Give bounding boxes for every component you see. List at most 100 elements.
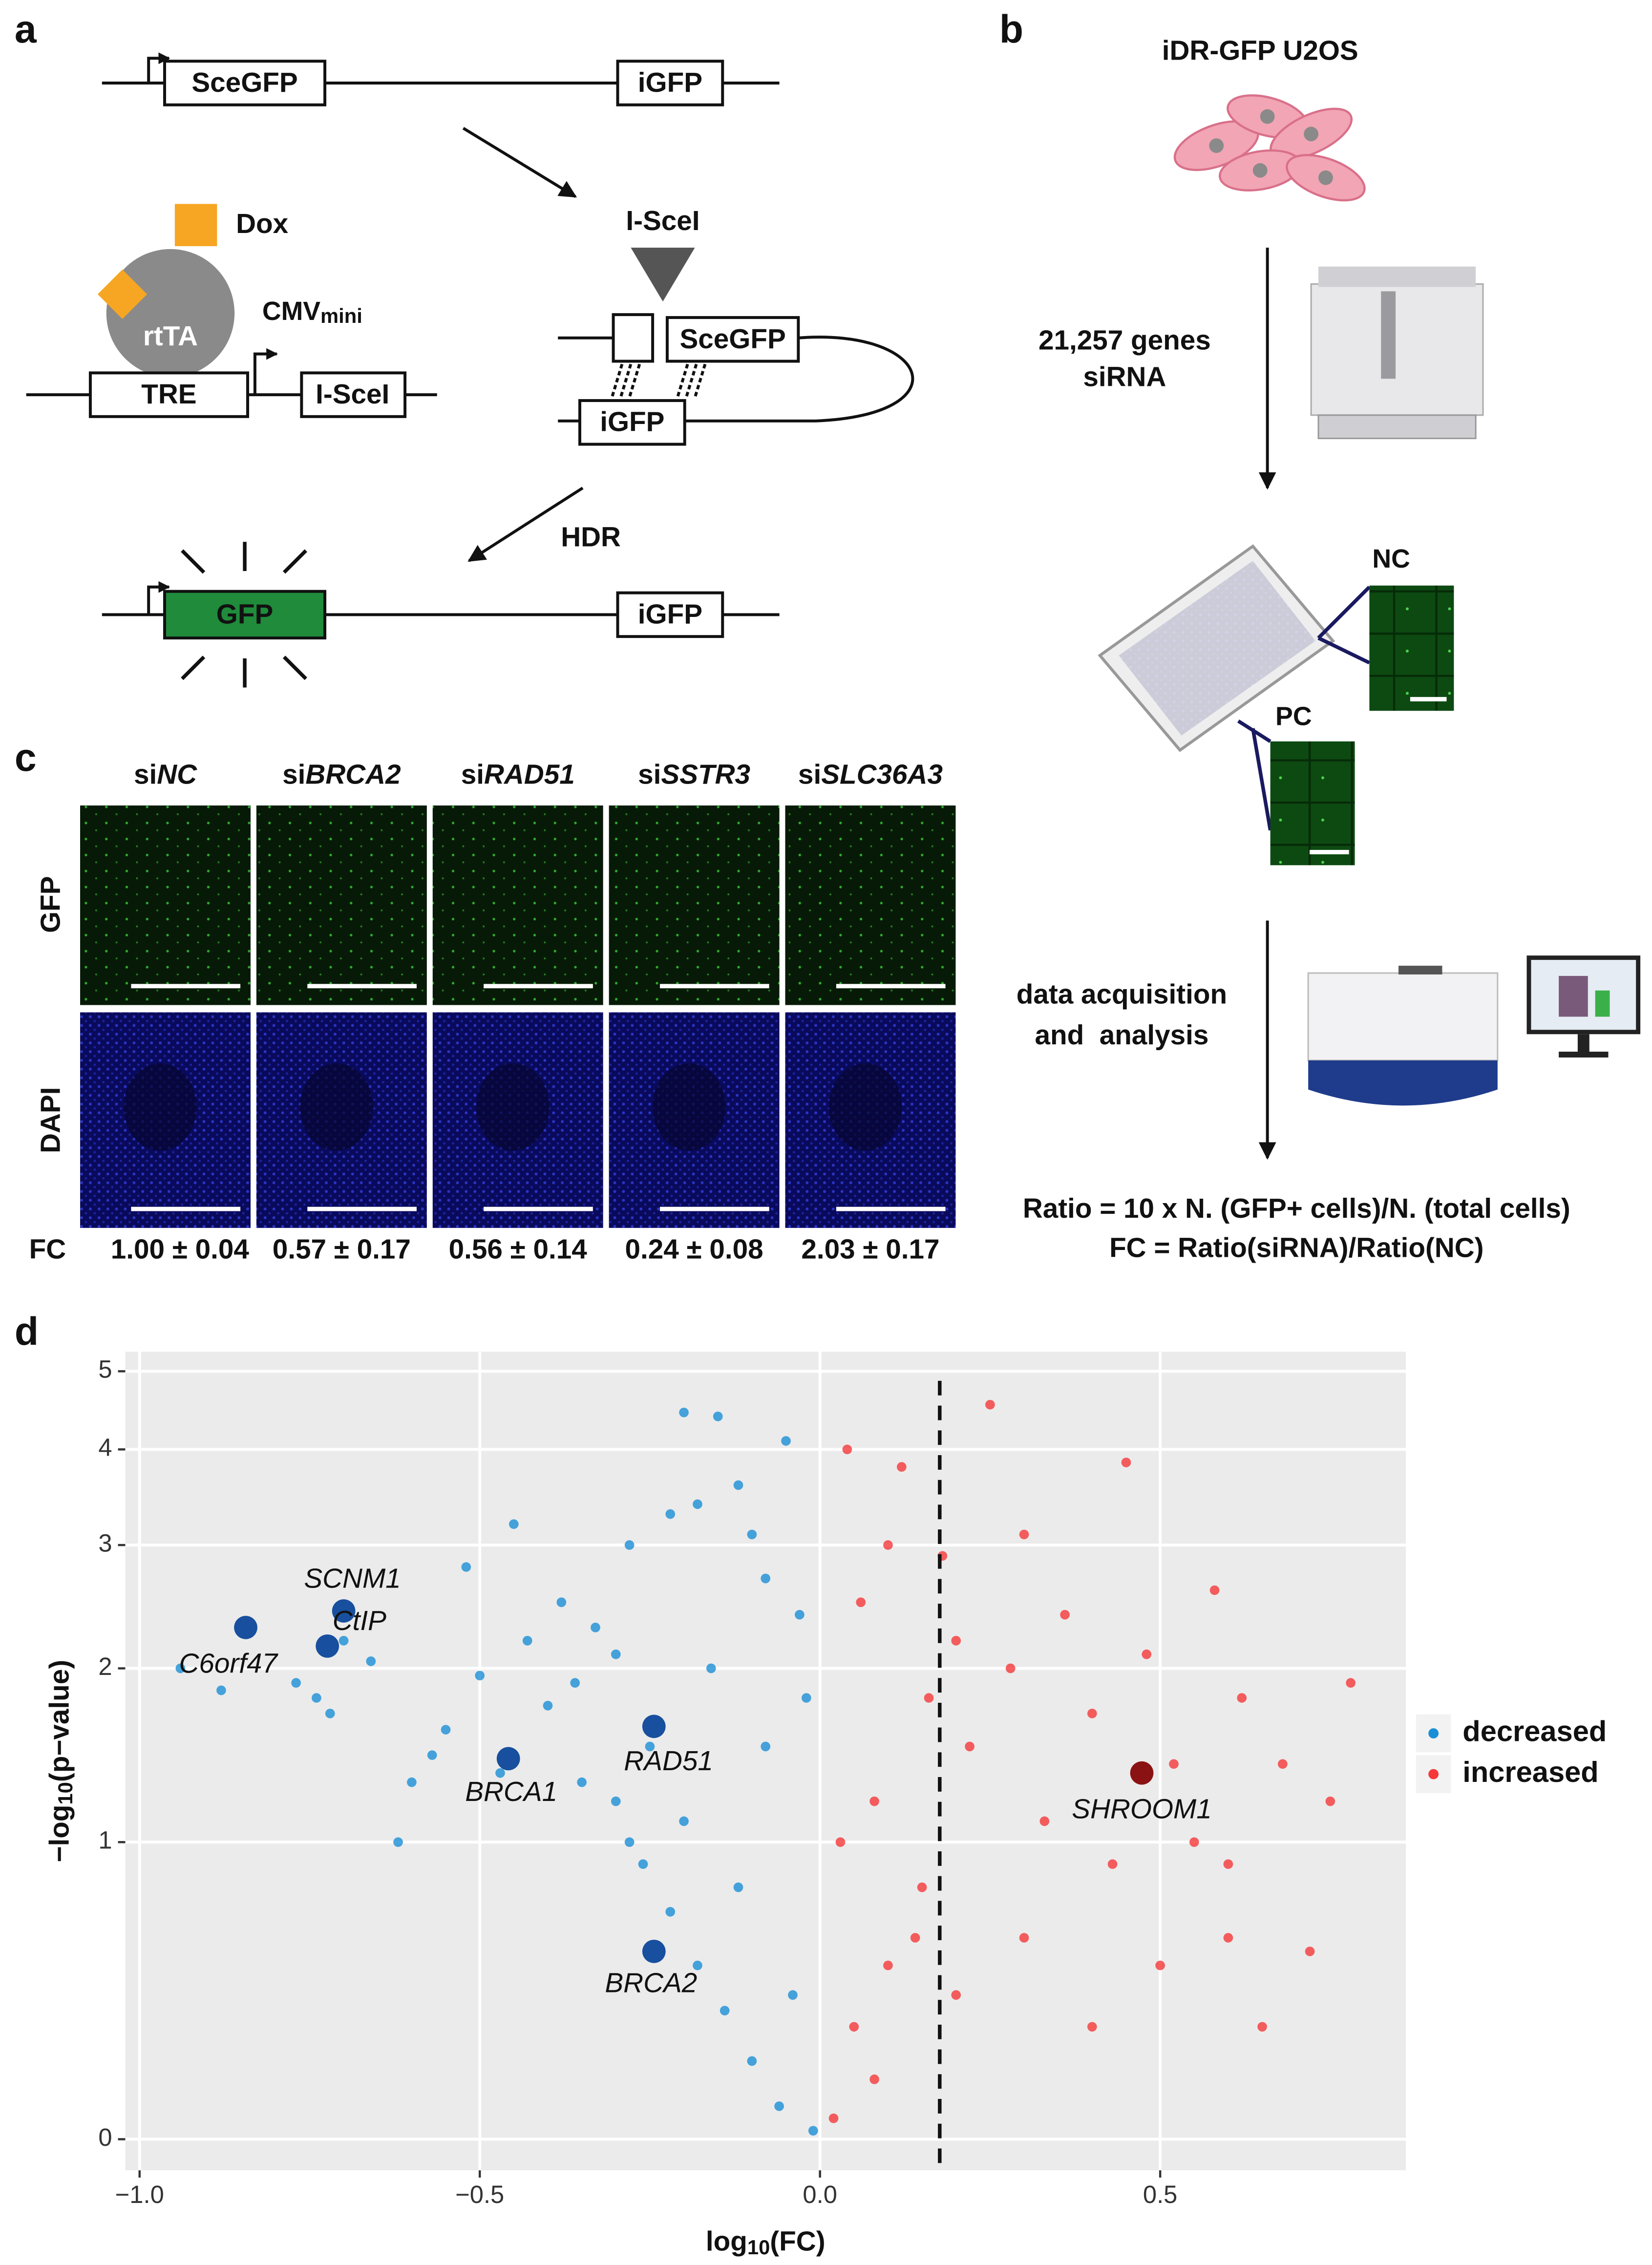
- point: [1209, 1585, 1220, 1595]
- point: [693, 1960, 702, 1970]
- column-header: siBRCA2: [282, 759, 401, 790]
- ratio-formula: Ratio = 10 x N. (GFP+ cells)/N. (total c…: [1023, 1193, 1570, 1224]
- y-tick-label: 2: [98, 1652, 112, 1680]
- point: [761, 1741, 771, 1752]
- gene-label: C6orf47: [179, 1648, 278, 1679]
- gene-box: [612, 313, 655, 363]
- cmv-label: CMVmini: [262, 296, 362, 327]
- point: [522, 1636, 532, 1646]
- point: [985, 1399, 995, 1410]
- connector: [1251, 728, 1272, 831]
- label-part: −log: [44, 1805, 75, 1863]
- box-label: GFP: [216, 599, 273, 630]
- point: [1223, 1859, 1233, 1869]
- point: [713, 1411, 723, 1421]
- gene: BRCA2: [305, 759, 401, 790]
- gene-label: BRCA1: [465, 1777, 557, 1807]
- legend-key: [1428, 1769, 1439, 1779]
- glow-rays: [181, 542, 307, 688]
- point: [896, 1462, 907, 1472]
- y-tick-label: 1: [98, 1826, 112, 1854]
- panel-b: iDR-GFP U2OS 21,257 genes siRNA NC PC da…: [1017, 35, 1641, 1264]
- point: [965, 1741, 974, 1752]
- genes-label: 21,257 genes: [1038, 325, 1211, 356]
- gene: RAD51: [484, 759, 575, 790]
- gene: NC: [157, 759, 197, 790]
- point: [1121, 1458, 1131, 1467]
- acq-label: data acquisition: [1017, 979, 1227, 1010]
- plot-background: [125, 1352, 1406, 2171]
- gene-label: CtIP: [333, 1606, 386, 1636]
- prefix: si: [461, 759, 484, 790]
- dapi-void: [124, 1063, 197, 1151]
- point: [1169, 1759, 1179, 1769]
- y-axis-label: −log10(p−value): [44, 1660, 77, 1863]
- panel-label: d: [15, 1310, 39, 1354]
- box-label: I-SceI: [316, 379, 389, 410]
- promoter: [253, 348, 278, 395]
- gene: SLC36A3: [821, 759, 943, 790]
- box-label: iGFP: [638, 67, 702, 98]
- acq-label: and analysis: [1035, 1020, 1208, 1051]
- label-sub: 10: [747, 2236, 770, 2259]
- panel-a: SceGFP iGFP Dox rtTA CMVmini TRE I-SceI …: [26, 52, 914, 688]
- dapi-void: [828, 1063, 902, 1151]
- promoter: [147, 581, 170, 615]
- point: [720, 2006, 730, 2016]
- cmv-sub: mini: [320, 304, 362, 327]
- imager-icon: [1307, 966, 1499, 1106]
- gene-box: [665, 316, 800, 363]
- point: [638, 1859, 648, 1869]
- highlight-point: [496, 1747, 520, 1771]
- monitor-icon: [1526, 955, 1641, 1058]
- point: [747, 1529, 757, 1540]
- gene-box: [578, 399, 686, 446]
- point: [543, 1701, 553, 1711]
- point: [733, 1882, 743, 1892]
- gfp-image: [432, 805, 603, 1005]
- gene-box: [616, 591, 724, 638]
- pc-label: PC: [1275, 701, 1312, 731]
- fc-formula: FC = Ratio(siRNA)/Ratio(NC): [1109, 1233, 1483, 1264]
- point: [801, 1693, 811, 1703]
- legend-label: increased: [1462, 1756, 1598, 1788]
- point: [665, 1907, 676, 1917]
- point: [645, 1741, 655, 1752]
- box-label: SceGFP: [191, 67, 297, 98]
- dapi-void: [653, 1063, 726, 1151]
- gene-label: RAD51: [624, 1746, 713, 1777]
- point: [693, 1499, 702, 1509]
- fc-value: 0.56 ± 0.14: [449, 1234, 588, 1265]
- gene-box: [163, 60, 327, 106]
- point: [924, 1693, 934, 1703]
- point: [427, 1750, 437, 1760]
- point: [407, 1777, 417, 1787]
- point: [366, 1656, 376, 1666]
- fc-label: FC: [29, 1234, 66, 1265]
- arrow: [462, 127, 577, 198]
- gene-box: [300, 371, 407, 418]
- dapi-void: [476, 1063, 550, 1151]
- x-tick-label: 0.0: [803, 2180, 837, 2208]
- point: [761, 1573, 771, 1584]
- point: [1278, 1759, 1288, 1769]
- point: [733, 1480, 743, 1490]
- highlight-point: [234, 1616, 257, 1639]
- point: [495, 1768, 505, 1778]
- dapi-void: [300, 1063, 373, 1151]
- point: [461, 1562, 471, 1572]
- point: [556, 1597, 567, 1608]
- highlight-point: [316, 1634, 339, 1658]
- point: [1019, 1933, 1029, 1943]
- connector: [1317, 586, 1371, 639]
- nc-image: [1369, 585, 1454, 711]
- robot-icon: [1310, 266, 1484, 440]
- point: [1325, 1796, 1335, 1806]
- dox-label: Dox: [236, 209, 289, 239]
- gfp-image: [785, 805, 956, 1005]
- gene-label: SHROOM1: [1072, 1794, 1211, 1824]
- label-part: log: [706, 2226, 747, 2257]
- point: [339, 1636, 349, 1646]
